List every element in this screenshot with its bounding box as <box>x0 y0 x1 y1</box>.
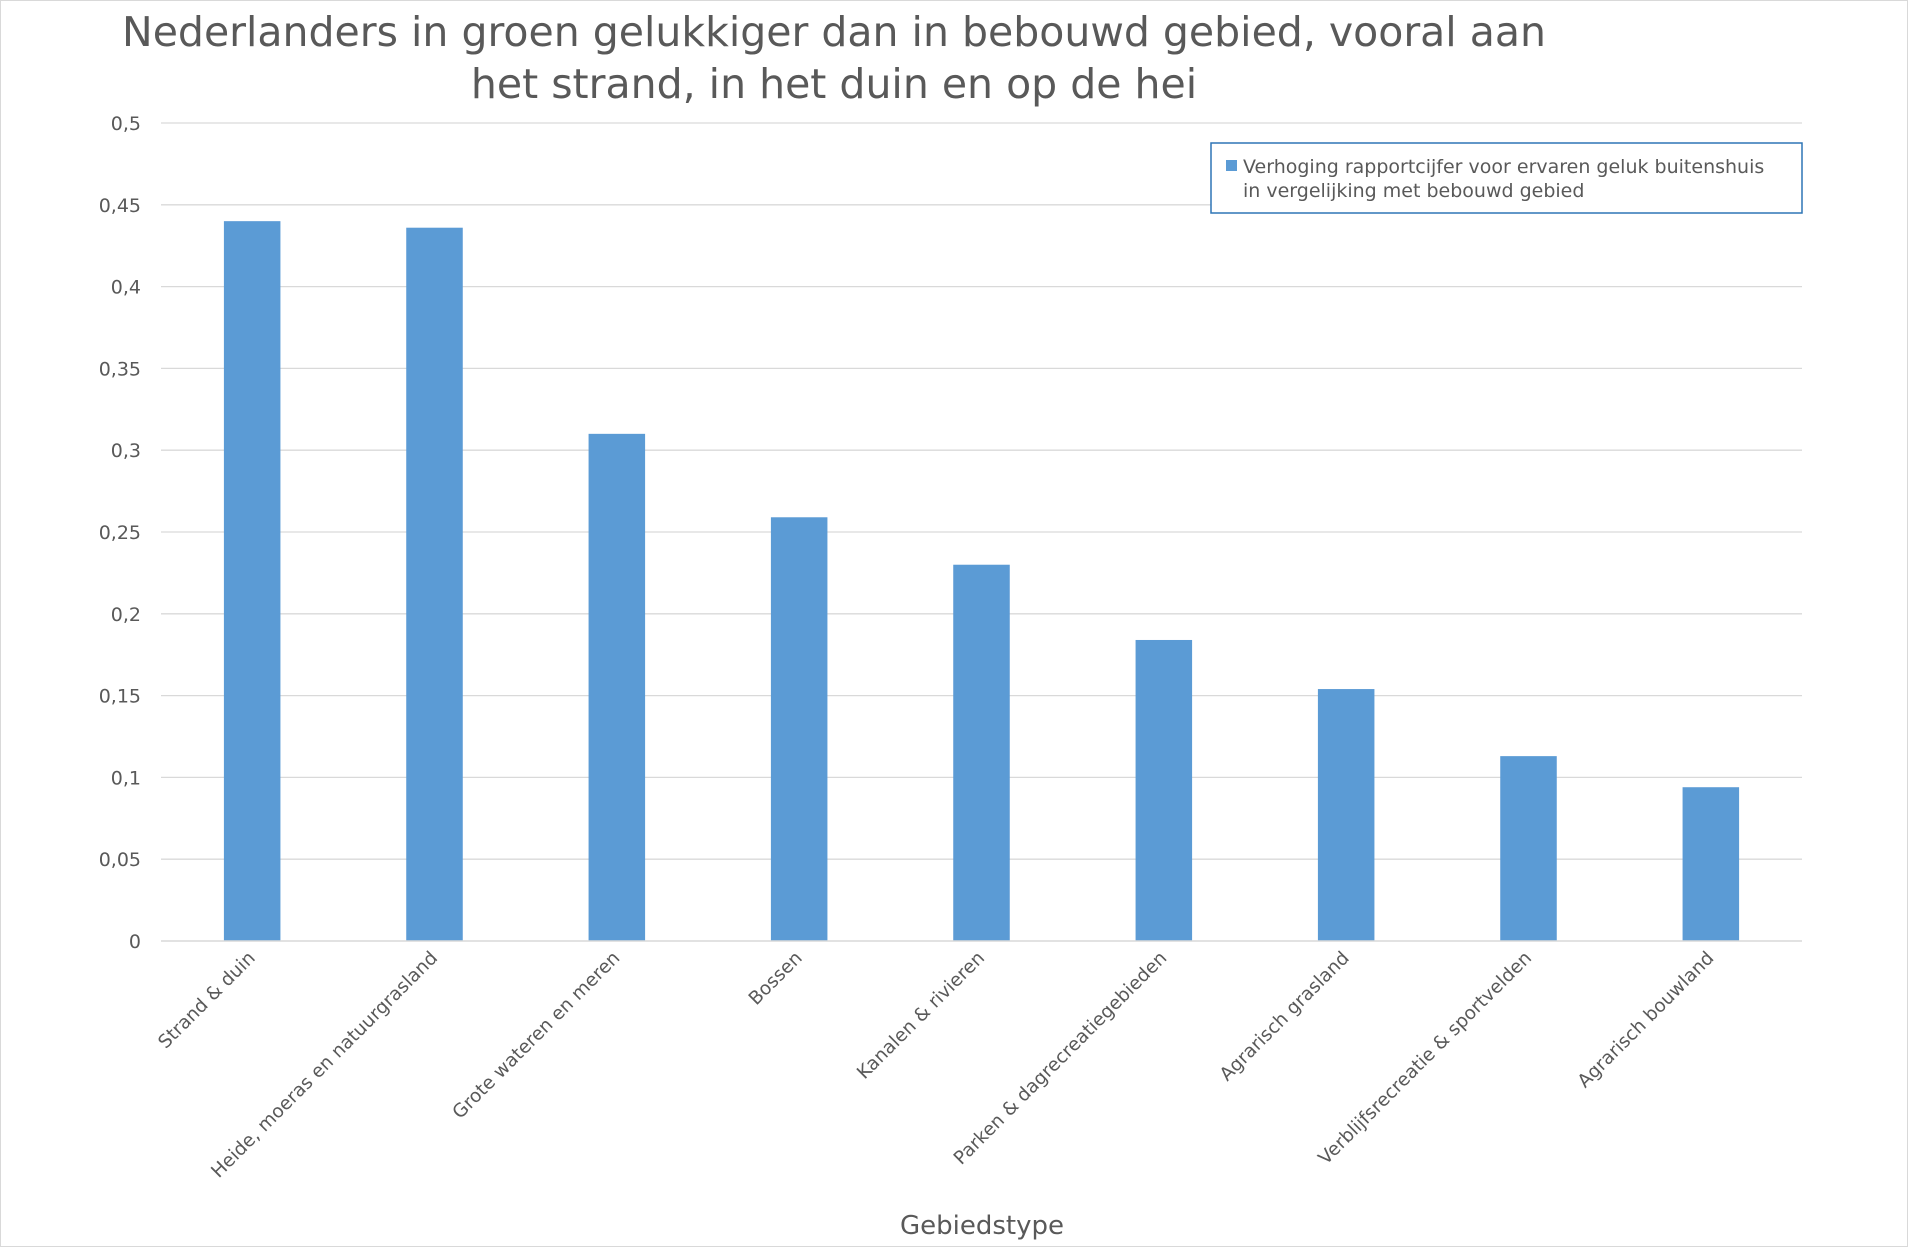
y-tick-label: 0,4 <box>111 277 141 299</box>
y-tick-label: 0,5 <box>111 113 141 135</box>
y-tick-label: 0,15 <box>99 686 141 708</box>
x-category-label: Bossen <box>745 948 807 1010</box>
legend-label-line-1: Verhoging rapportcijfer voor ervaren gel… <box>1243 156 1764 178</box>
legend-box <box>1210 142 1803 214</box>
y-tick-label: 0 <box>129 931 141 953</box>
bar <box>770 517 828 941</box>
chart-title: Nederlanders in groen gelukkiger dan in … <box>122 8 1546 108</box>
bar <box>1682 787 1740 941</box>
chart-title-line-2: het strand, in het duin en op de hei <box>471 60 1197 108</box>
x-axis-title: Gebiedstype <box>900 1211 1064 1241</box>
x-category-label: Kanalen & rivieren <box>853 948 989 1084</box>
legend: Verhoging rapportcijfer voor ervaren gel… <box>1210 142 1803 214</box>
y-tick-label: 0,05 <box>99 849 141 871</box>
x-category-label: Strand & duin <box>154 948 259 1053</box>
bar <box>1317 689 1375 941</box>
x-category-label: Grote wateren en meren <box>449 948 625 1124</box>
x-category-label: Agrarisch bouwland <box>1574 948 1719 1093</box>
bar <box>406 227 463 942</box>
y-tick-label: 0,2 <box>111 604 141 626</box>
y-tick-label: 0,1 <box>111 767 141 789</box>
x-category-label: Agrarisch grasland <box>1216 948 1354 1086</box>
bar <box>1135 639 1193 941</box>
legend-label-line-2: in vergelijking met bebouwd gebied <box>1243 180 1584 202</box>
y-tick-label: 0,3 <box>111 440 141 462</box>
legend-swatch <box>1226 160 1237 171</box>
y-tick-label: 0,25 <box>99 522 141 544</box>
y-axis-tick-labels: 0 0,05 0,1 0,15 0,2 0,25 0,3 0,35 0,4 0,45 0,5 <box>99 113 141 953</box>
chart-title-line-1: Nederlanders in groen gelukkiger dan in … <box>122 8 1546 56</box>
x-category-label: Verblijfsrecreatie & sportvelden <box>1315 948 1536 1169</box>
x-category-label: Heide, moeras en natuurgrasland <box>207 948 442 1183</box>
bars <box>223 221 1740 942</box>
bar <box>588 433 646 941</box>
bar <box>1500 756 1557 941</box>
bar <box>953 564 1010 941</box>
y-tick-label: 0,35 <box>99 358 141 380</box>
bar <box>223 221 281 941</box>
x-category-label: Parken & dagrecreatiegebieden <box>950 948 1171 1169</box>
y-tick-label: 0,45 <box>99 195 141 217</box>
